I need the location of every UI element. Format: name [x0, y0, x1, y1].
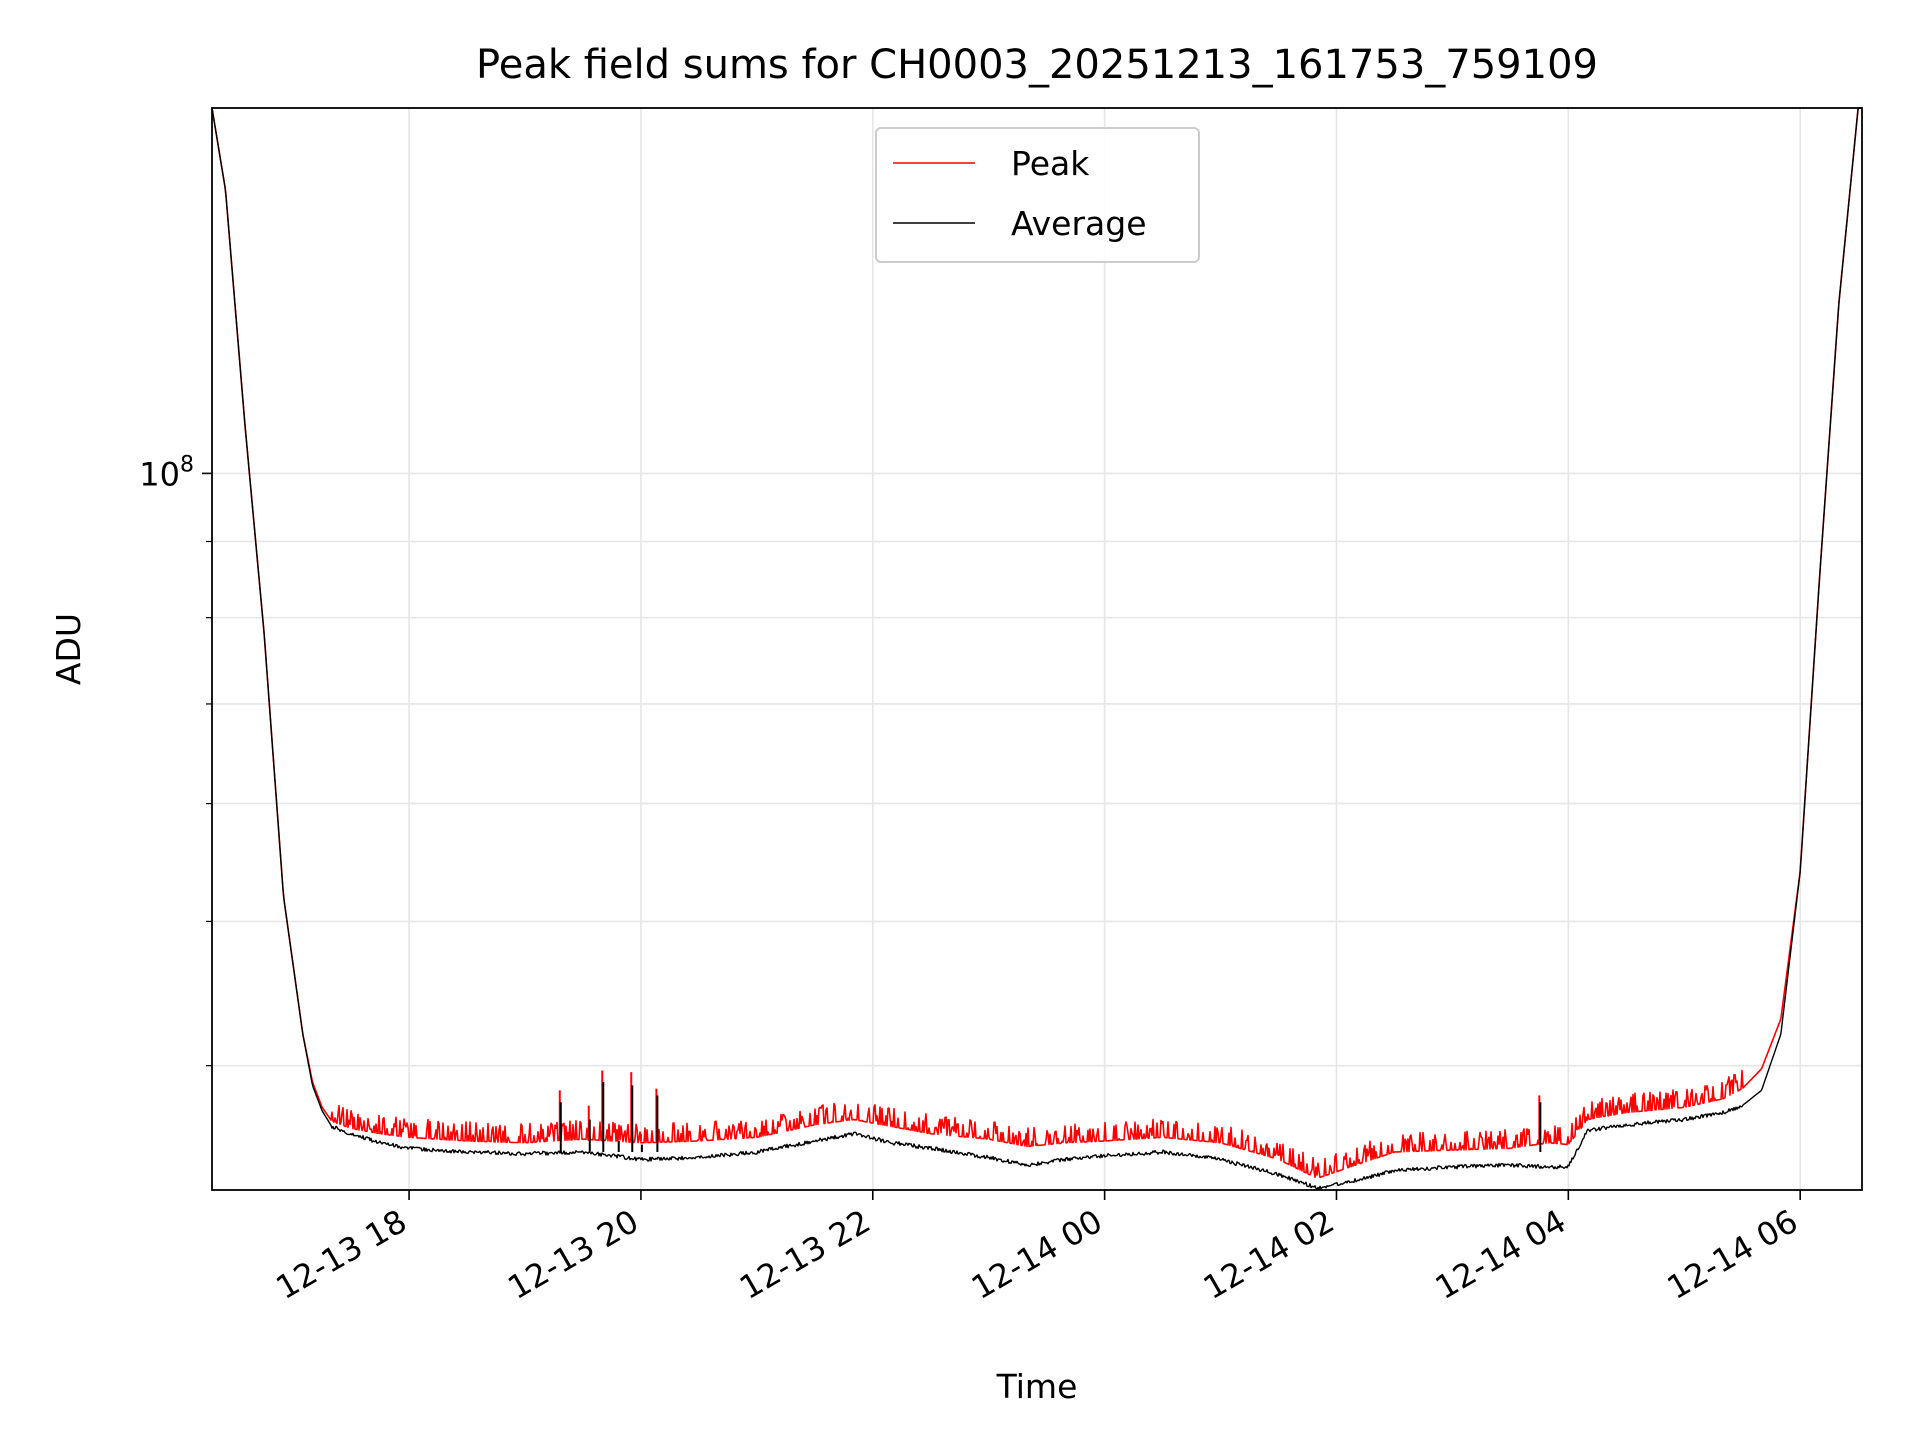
y-axis-label: ADU: [49, 613, 88, 685]
series-line-average: [211, 107, 1862, 1190]
legend: Peak Average: [875, 127, 1200, 263]
plot-frame: [211, 107, 1863, 1191]
y-tick-label: 108: [139, 452, 194, 493]
legend-label-peak: Peak: [1011, 144, 1090, 183]
legend-label-average: Average: [1011, 204, 1147, 243]
legend-box: [875, 127, 1200, 263]
series-line-peak: [211, 107, 1862, 1179]
x-axis-label: Time: [996, 1367, 1078, 1406]
grid: [212, 108, 1862, 1190]
series-layer: [211, 107, 1862, 1190]
chart-title: Peak field sums for CH0003_20251213_1617…: [476, 42, 1598, 88]
